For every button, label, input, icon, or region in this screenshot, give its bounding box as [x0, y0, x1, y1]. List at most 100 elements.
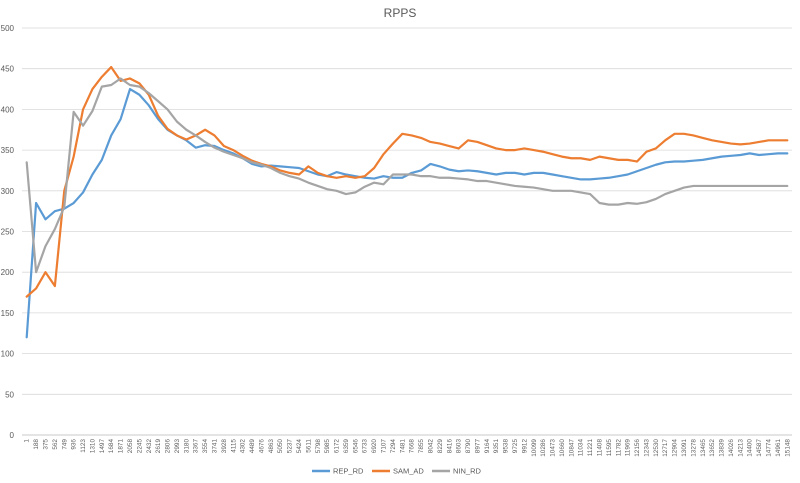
x-tick-label: 11221 — [587, 439, 594, 457]
y-tick-label: 100 — [1, 350, 15, 359]
x-tick-label: 3180 — [183, 439, 190, 454]
x-tick-label: 1 — [24, 439, 31, 443]
x-tick-label: 6546 — [352, 439, 359, 454]
x-tick-label: 13091 — [681, 439, 688, 457]
x-tick-label: 375 — [42, 439, 49, 450]
x-tick-label: 2806 — [165, 439, 172, 454]
x-tick-label: 13278 — [690, 439, 697, 457]
x-tick-label: 11034 — [578, 439, 585, 457]
x-tick-label: 4489 — [249, 439, 256, 454]
x-tick-label: 4863 — [268, 439, 275, 454]
x-tick-label: 8790 — [465, 439, 472, 454]
x-tick-label: 12717 — [662, 439, 669, 457]
series-line-sam-ad — [25, 65, 789, 298]
x-tick-label: 12904 — [672, 439, 679, 457]
x-tick-label: 5424 — [296, 439, 303, 454]
gridlines — [22, 27, 792, 436]
x-tick-label: 5050 — [277, 439, 284, 454]
x-tick-label: 9538 — [503, 439, 510, 454]
x-tick-label: 10099 — [531, 439, 538, 457]
x-tick-label: 1497 — [99, 439, 106, 454]
y-axis-ticks: 0 50 100 150 200 250 300 350 400 450 500 — [1, 24, 15, 440]
x-tick-label: 7668 — [409, 439, 416, 454]
series-lines — [25, 65, 789, 339]
x-tick-label: 9912 — [521, 439, 528, 454]
y-tick-label: 50 — [5, 390, 14, 399]
x-axis-ticks: 1 188 375 562 749 936 1123 1310 1497 1684 1871 2058… — [24, 439, 792, 457]
legend-label: REP_RD — [333, 467, 364, 476]
x-tick-label: 7855 — [418, 439, 425, 454]
x-tick-label: 8977 — [474, 439, 481, 454]
x-tick-label: 7107 — [381, 439, 388, 454]
x-tick-label: 4676 — [258, 439, 265, 454]
x-tick-label: 14213 — [737, 439, 744, 457]
x-tick-label: 8416 — [446, 439, 453, 454]
y-tick-label: 300 — [1, 187, 15, 196]
y-tick-label: 150 — [1, 309, 15, 318]
x-tick-label: 3741 — [212, 439, 219, 454]
x-tick-label: 11969 — [625, 439, 632, 457]
y-tick-label: 450 — [1, 65, 15, 74]
x-tick-label: 14587 — [756, 439, 763, 457]
x-tick-label: 749 — [61, 439, 68, 450]
y-tick-label: 500 — [1, 24, 15, 33]
x-tick-label: 7481 — [399, 439, 406, 454]
x-tick-label: 15148 — [784, 439, 791, 457]
x-tick-label: 188 — [33, 439, 40, 450]
x-tick-label: 8042 — [427, 439, 434, 454]
x-tick-label: 11408 — [597, 439, 604, 457]
x-tick-label: 11595 — [606, 439, 613, 457]
series-line-nin-rd — [25, 77, 789, 274]
x-tick-label: 936 — [71, 439, 78, 450]
x-tick-label: 5985 — [324, 439, 331, 454]
x-tick-label: 9164 — [484, 439, 491, 454]
x-tick-label: 1684 — [108, 439, 115, 454]
x-tick-label: 6359 — [343, 439, 350, 454]
x-tick-label: 14400 — [747, 439, 754, 457]
legend: REP_RD SAM_AD NIN_RD — [312, 467, 482, 476]
y-tick-label: 250 — [1, 228, 15, 237]
series-line-rep-rd — [25, 87, 789, 339]
x-tick-label: 9725 — [512, 439, 519, 454]
x-tick-label: 3367 — [193, 439, 200, 454]
x-tick-label: 10286 — [540, 439, 547, 457]
x-tick-label: 3928 — [221, 439, 228, 454]
x-tick-label: 4302 — [240, 439, 247, 454]
x-tick-label: 11782 — [615, 439, 622, 457]
x-tick-label: 1123 — [80, 439, 87, 453]
legend-label: NIN_RD — [453, 467, 482, 476]
x-tick-label: 12156 — [634, 439, 641, 457]
x-tick-label: 1310 — [89, 439, 96, 454]
x-tick-label: 5798 — [315, 439, 322, 454]
x-tick-label: 10473 — [550, 439, 557, 457]
x-tick-label: 13465 — [700, 439, 707, 457]
x-tick-label: 8603 — [456, 439, 463, 454]
x-tick-label: 13652 — [709, 439, 716, 457]
x-tick-label: 14026 — [728, 439, 735, 457]
y-tick-label: 400 — [1, 105, 15, 114]
y-tick-label: 200 — [1, 268, 15, 277]
x-tick-label: 5237 — [287, 439, 294, 454]
x-tick-label: 14774 — [766, 439, 773, 457]
y-tick-label: 350 — [1, 146, 15, 155]
y-tick-label: 0 — [10, 431, 15, 440]
x-tick-label: 7294 — [390, 439, 397, 454]
x-tick-label: 6920 — [371, 439, 378, 454]
x-tick-label: 13839 — [719, 439, 726, 457]
x-tick-label: 2058 — [127, 439, 134, 454]
x-tick-label: 4115 — [230, 439, 237, 453]
x-tick-label: 1871 — [118, 439, 125, 454]
x-tick-label: 8229 — [437, 439, 444, 454]
x-tick-label: 2993 — [174, 439, 181, 454]
x-tick-label: 9351 — [493, 439, 500, 454]
x-tick-label: 2432 — [146, 439, 153, 454]
chart-title: RPPS — [384, 6, 417, 20]
x-tick-label: 12530 — [653, 439, 660, 457]
x-tick-label: 2619 — [155, 439, 162, 454]
x-tick-label: 6172 — [334, 439, 341, 454]
x-tick-label: 2245 — [136, 439, 143, 454]
x-tick-label: 10847 — [568, 439, 575, 457]
x-tick-label: 10660 — [559, 439, 566, 457]
